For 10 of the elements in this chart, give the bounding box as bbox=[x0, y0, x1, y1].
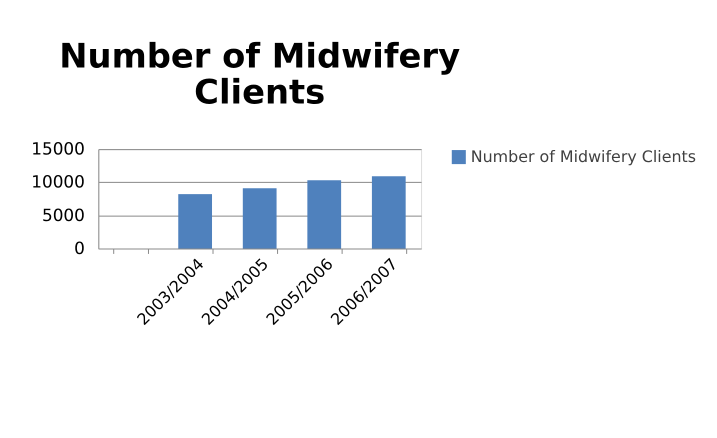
bar bbox=[242, 188, 277, 248]
y-tick-label: 10000 bbox=[31, 172, 85, 192]
y-tick-label: 0 bbox=[74, 238, 85, 258]
bar bbox=[178, 194, 212, 248]
y-tick-label: 15000 bbox=[31, 138, 85, 159]
legend-label: Number of Midwifery Clients bbox=[470, 147, 696, 166]
chart-title: Number of Midwifery Clients bbox=[59, 36, 460, 112]
bar bbox=[372, 176, 406, 248]
y-tick-label: 5000 bbox=[42, 204, 85, 225]
bar bbox=[307, 180, 342, 248]
